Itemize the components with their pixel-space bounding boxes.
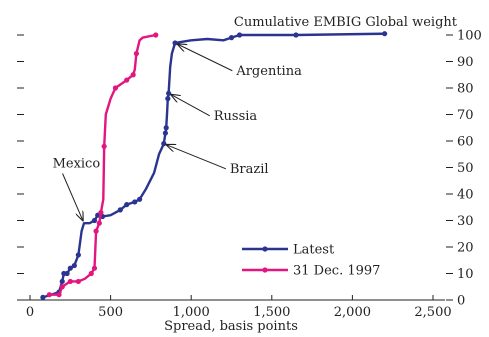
data-point-31-dec-1997	[46, 292, 52, 298]
data-point-latest	[166, 90, 172, 96]
data-point-31-dec-1997	[67, 278, 73, 285]
annotation-layer: Argentina Russia Brazil Mexico	[53, 44, 302, 221]
data-point-latest	[40, 294, 46, 300]
data-point-latest	[67, 265, 73, 271]
y-tick-label: 10	[457, 267, 474, 282]
data-point-latest	[91, 217, 98, 224]
chart-title: Cumulative EMBIG Global weight	[234, 15, 458, 30]
data-point-latest	[132, 199, 138, 205]
legend: Latest 31 Dec. 1997	[242, 243, 380, 279]
axes: 0 500 1,000 1,500 2,000 2,500 0 10 20 30 40 50 60 70 8…	[17, 29, 482, 320]
data-point-31-dec-1997	[88, 270, 94, 277]
y-tick-label: 70	[457, 108, 474, 123]
annotation-label-brazil: Brazil	[230, 162, 269, 177]
y-tick-label: 80	[457, 82, 474, 97]
legend-item-latest: Latest	[242, 243, 335, 258]
y-tick-label: 30	[457, 214, 474, 229]
data-point-latest	[165, 96, 171, 102]
data-point-31-dec-1997	[124, 77, 130, 83]
annotation-label-mexico: Mexico	[53, 157, 101, 172]
data-point-latest	[382, 31, 388, 37]
x-tick-label: 1,500	[253, 305, 290, 320]
data-point-latest	[236, 32, 243, 38]
x-tick-label: 2,500	[414, 305, 451, 320]
data-point-latest	[71, 262, 77, 269]
data-point-31-dec-1997	[101, 143, 107, 149]
data-point-31-dec-1997	[56, 292, 62, 298]
y-tick-label: 60	[457, 135, 474, 150]
data-point-latest	[117, 207, 123, 213]
legend-label-31-dec-1997: 31 Dec. 1997	[293, 264, 380, 279]
x-axis-title: Spread, basis points	[164, 319, 298, 334]
data-point-latest	[124, 202, 130, 208]
data-point-latest	[293, 32, 299, 38]
data-point-31-dec-1997	[91, 265, 98, 271]
data-point-31-dec-1997	[133, 50, 139, 57]
data-point-31-dec-1997	[130, 72, 136, 78]
data-point-latest	[228, 35, 235, 41]
x-tick-label: 2,000	[334, 305, 371, 320]
annotation-arrow-russia	[171, 95, 211, 117]
data-point-31-dec-1997	[59, 284, 65, 290]
data-point-latest	[75, 252, 81, 258]
data-point-latest	[59, 278, 65, 285]
data-point-31-dec-1997	[75, 278, 81, 285]
annotation-arrow-brazil	[167, 145, 227, 170]
y-tick-label: 90	[457, 55, 474, 70]
annotation-arrow-argentina	[178, 44, 233, 72]
data-point-31-dec-1997	[98, 209, 104, 216]
series-latest	[40, 31, 388, 300]
data-point-latest	[163, 125, 169, 131]
x-tick-label: 500	[98, 305, 123, 320]
data-point-latest	[172, 40, 178, 46]
legend-item-31-dec-1997: 31 Dec. 1997	[242, 264, 380, 279]
y-tick-label: 40	[457, 188, 474, 203]
data-point-latest	[161, 141, 167, 147]
y-tick-label: 0	[457, 294, 465, 309]
x-tick-label: 1,000	[173, 305, 210, 320]
annotation-label-russia: Russia	[214, 109, 258, 124]
data-point-latest	[64, 270, 70, 277]
data-point-31-dec-1997	[112, 85, 119, 91]
data-point-latest	[162, 130, 169, 136]
data-point-latest	[137, 196, 143, 202]
legend-marker-latest	[262, 246, 268, 252]
data-point-31-dec-1997	[96, 220, 102, 226]
annotation-label-argentina: Argentina	[235, 64, 302, 79]
data-point-31-dec-1997	[153, 32, 159, 38]
annotation-arrow-mexico	[62, 173, 83, 221]
y-tick-label: 50	[457, 161, 474, 176]
legend-label-latest: Latest	[293, 243, 335, 258]
series-line-31-dec-1997	[48, 33, 157, 296]
series-layer	[40, 31, 388, 300]
x-tick-label: 0	[26, 305, 34, 320]
y-tick-label: 20	[457, 241, 474, 256]
series-31-dec-1997	[46, 32, 159, 298]
legend-marker-31-dec-1997	[262, 267, 268, 273]
data-point-31-dec-1997	[93, 228, 99, 234]
y-tick-label: 100	[457, 29, 482, 44]
